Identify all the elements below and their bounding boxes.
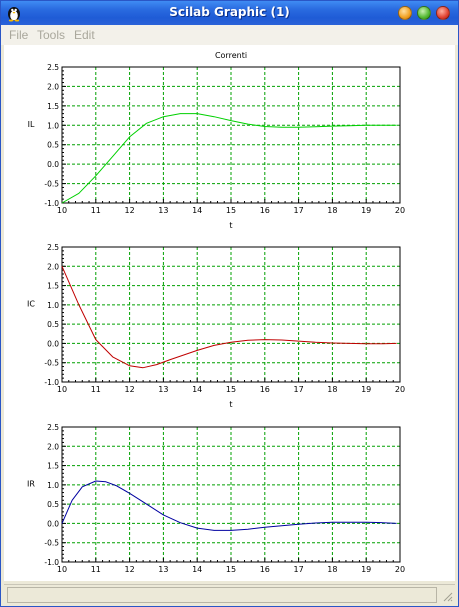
chart2-x-axis-label: t [229, 400, 232, 409]
chart2-x-tick-label-18: 18 [327, 385, 337, 394]
chart3-x-tick-label-18: 18 [327, 565, 337, 574]
resize-grip-icon[interactable] [441, 590, 453, 602]
chart2-y-tick-label-1-0: 1.0 [47, 301, 59, 310]
chart3-x-tick-label-15: 15 [226, 565, 236, 574]
chart3-y-axis-label: IR [27, 480, 35, 489]
chart2-y-tick-label--1-0: -1.0 [44, 378, 59, 387]
chart2-y-tick-label-2-0: 2.0 [47, 262, 59, 271]
chart1-x-axis-label: t [229, 221, 232, 230]
chart3-x-tick-label-12: 12 [125, 565, 135, 574]
chart2-y-tick-label-1-5: 1.5 [47, 282, 59, 291]
chart2-x-tick-label-15: 15 [226, 385, 236, 394]
chart1-series-line-il [61, 113, 397, 204]
chart3-y-tick-label-2-0: 2.0 [47, 442, 59, 451]
chart1-y-tick-label--0-5: -0.5 [44, 180, 59, 189]
chart3-y-tick-label--1-0: -1.0 [44, 558, 59, 567]
chart1-x-tick-label-12: 12 [125, 206, 135, 215]
chart3-y-tick-label--0-5: -0.5 [44, 539, 59, 548]
chart1-y-tick-label-0-0: 0.0 [47, 160, 59, 169]
chart1-x-tick-label-11: 11 [91, 206, 101, 215]
chart3-x-tick-label-20: 20 [395, 565, 405, 574]
chart1-x-tick-label-15: 15 [226, 206, 236, 215]
chart3-x-tick-label-10: 10 [57, 565, 67, 574]
chart2-y-axis-label: IC [27, 300, 35, 309]
chart3-x-tick-label-19: 19 [361, 565, 371, 574]
chart2-y-tick-label--0-5: -0.5 [44, 359, 59, 368]
chart1-x-tick-label-13: 13 [158, 206, 168, 215]
chart3-x-tick-label-17: 17 [294, 565, 304, 574]
chart1-x-tick-label-16: 16 [260, 206, 270, 215]
chart1-title: Correnti [215, 51, 247, 60]
close-icon[interactable] [436, 6, 450, 20]
chart3-series-line-ir [61, 480, 397, 531]
chart2-x-tick-label-14: 14 [192, 385, 202, 394]
chart1-x-tick-label-19: 19 [361, 206, 371, 215]
menu-bar: File Tools Edit [1, 25, 458, 45]
chart3-y-tick-label-2-5: 2.5 [47, 423, 59, 432]
chart2-x-tick-label-11: 11 [91, 385, 101, 394]
penguin-icon[interactable] [5, 4, 23, 22]
chart1-x-tick-label-10: 10 [57, 206, 67, 215]
chart3-x-tick-label-13: 13 [158, 565, 168, 574]
chart3-x-axis-label: t [229, 580, 232, 581]
chart2-x-tick-label-16: 16 [260, 385, 270, 394]
menu-file[interactable]: File [9, 28, 29, 42]
window-title: Scilab Graphic (1) [169, 5, 290, 19]
chart3-y-tick-label-1-5: 1.5 [47, 462, 59, 471]
chart3-y-tick-label-1-0: 1.0 [47, 481, 59, 490]
graphic-canvas[interactable]: Correnti 10 11 12 13 14 15 16 17 18 19 20 -1.0 -0.5 0.… [4, 45, 455, 589]
maximize-icon[interactable] [417, 6, 431, 20]
title-bar[interactable]: Scilab Graphic (1) [1, 1, 458, 25]
charts-svg: Correnti 10 11 12 13 14 15 16 17 18 19 20 -1.0 -0.5 0.… [27, 51, 405, 589]
chart1-y-tick-label-2-5: 2.5 [47, 63, 59, 72]
status-bar [4, 584, 455, 604]
menu-tools[interactable]: Tools [37, 28, 66, 42]
chart1-y-axis-label: IL [28, 120, 35, 129]
chart1-x-tick-label-20: 20 [395, 206, 405, 215]
chart2-x-tick-label-19: 19 [361, 385, 371, 394]
chart1-x-tick-label-17: 17 [294, 206, 304, 215]
chart3-x-tick-label-14: 14 [192, 565, 202, 574]
chart2-series-line-ic [61, 266, 397, 369]
chart1-x-tick-label-14: 14 [192, 206, 202, 215]
chart2-x-tick-label-13: 13 [158, 385, 168, 394]
chart3-y-tick-label-0-5: 0.5 [47, 500, 59, 509]
chart2-x-tick-label-17: 17 [294, 385, 304, 394]
chart1-y-tick-label-1-0: 1.0 [47, 121, 59, 130]
minimize-icon[interactable] [398, 6, 412, 20]
chart3-y-tick-label-0-0: 0.0 [47, 519, 59, 528]
chart3-x-tick-label-11: 11 [91, 565, 101, 574]
chart1-x-tick-label-18: 18 [327, 206, 337, 215]
chart2-y-tick-label-0-5: 0.5 [47, 320, 59, 329]
chart2-y-tick-label-2-5: 2.5 [47, 243, 59, 252]
chart3-x-tick-label-16: 16 [260, 565, 270, 574]
chart2-x-tick-label-12: 12 [125, 385, 135, 394]
chart2-y-tick-label-0-0: 0.0 [47, 339, 59, 348]
chart1-y-tick-label--1-0: -1.0 [44, 199, 59, 208]
chart2-x-tick-label-10: 10 [57, 385, 67, 394]
chart1-y-tick-label-2-0: 2.0 [47, 82, 59, 91]
chart1-y-tick-label-1-5: 1.5 [47, 102, 59, 111]
status-field [7, 587, 437, 603]
menu-edit[interactable]: Edit [74, 28, 95, 42]
chart2-x-tick-label-20: 20 [395, 385, 405, 394]
chart1-y-tick-label-0-5: 0.5 [47, 141, 59, 150]
